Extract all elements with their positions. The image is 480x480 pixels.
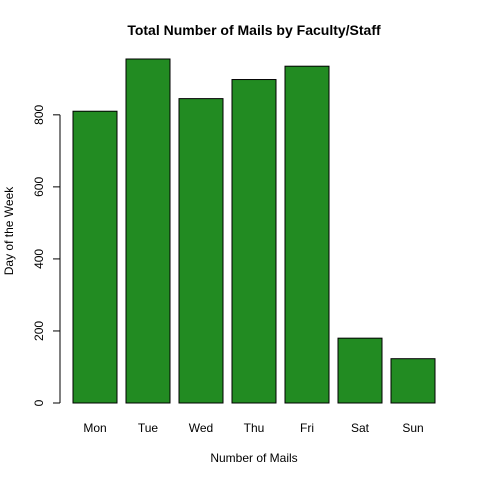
bar-thu [231, 79, 277, 404]
bar-mon [72, 110, 118, 404]
y-tick-label: 600 [32, 177, 46, 197]
bar-tue [125, 58, 171, 404]
chart-title: Total Number of Mails by Faculty/Staff [127, 22, 381, 38]
x-tick-label: Thu [244, 421, 265, 435]
x-tick-label: Sat [351, 421, 370, 435]
x-axis-label: Number of Mails [210, 451, 297, 465]
bar-sat [337, 337, 383, 404]
y-tick-label: 400 [32, 249, 46, 269]
bar-wed [178, 98, 224, 404]
y-tick-label: 200 [32, 321, 46, 341]
y-axis: 0 200 400 600 800 [32, 105, 61, 406]
x-tick-label: Tue [138, 421, 159, 435]
bars [72, 58, 436, 404]
y-tick-label: 800 [32, 105, 46, 125]
y-axis-label: Day of the Week [2, 186, 16, 275]
x-tick-label: Mon [83, 421, 106, 435]
y-tick-label: 0 [32, 399, 46, 406]
bar-sun [390, 358, 436, 404]
x-tick-label: Fri [300, 421, 314, 435]
x-tick-labels: Mon Tue Wed Thu Fri Sat Sun [83, 421, 423, 435]
x-tick-label: Sun [402, 421, 423, 435]
x-tick-label: Wed [189, 421, 213, 435]
bar-fri [284, 65, 330, 404]
